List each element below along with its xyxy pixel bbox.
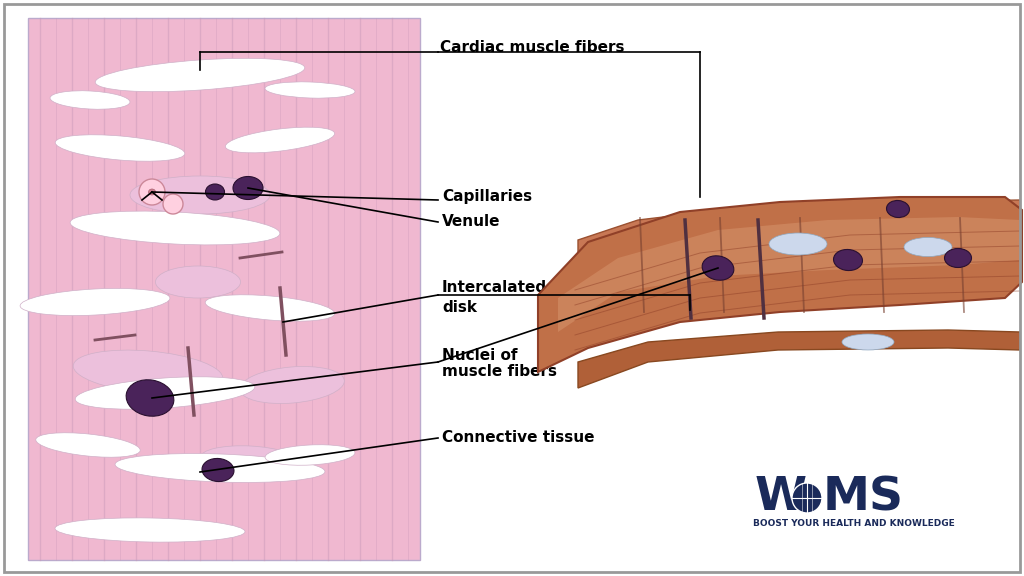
Text: muscle fibers: muscle fibers bbox=[442, 365, 557, 380]
Ellipse shape bbox=[55, 135, 184, 161]
Polygon shape bbox=[578, 200, 1020, 255]
Ellipse shape bbox=[130, 176, 270, 214]
Ellipse shape bbox=[156, 266, 241, 298]
Ellipse shape bbox=[115, 453, 325, 483]
Ellipse shape bbox=[75, 377, 255, 409]
Text: W: W bbox=[755, 476, 807, 521]
Ellipse shape bbox=[50, 91, 130, 109]
Text: Connective tissue: Connective tissue bbox=[442, 430, 595, 445]
Bar bbox=[28, 18, 420, 560]
Text: Venule: Venule bbox=[442, 214, 501, 229]
Text: BOOST YOUR HEALTH AND KNOWLEDGE: BOOST YOUR HEALTH AND KNOWLEDGE bbox=[753, 520, 954, 529]
Circle shape bbox=[139, 179, 165, 205]
Ellipse shape bbox=[206, 184, 224, 200]
Ellipse shape bbox=[233, 176, 263, 199]
Text: Intercalated: Intercalated bbox=[442, 281, 547, 295]
Ellipse shape bbox=[944, 248, 972, 267]
Ellipse shape bbox=[904, 237, 952, 256]
Text: MS: MS bbox=[823, 476, 904, 521]
Ellipse shape bbox=[842, 334, 894, 350]
Circle shape bbox=[163, 194, 183, 214]
Ellipse shape bbox=[202, 458, 233, 482]
Ellipse shape bbox=[769, 233, 827, 255]
Ellipse shape bbox=[200, 446, 300, 474]
Ellipse shape bbox=[887, 200, 909, 218]
Ellipse shape bbox=[126, 380, 174, 416]
Ellipse shape bbox=[205, 295, 335, 321]
Polygon shape bbox=[558, 217, 1020, 332]
Text: Capillaries: Capillaries bbox=[442, 190, 532, 204]
Ellipse shape bbox=[55, 518, 245, 542]
Ellipse shape bbox=[148, 189, 156, 195]
Polygon shape bbox=[578, 330, 1020, 388]
Ellipse shape bbox=[70, 211, 280, 245]
Ellipse shape bbox=[702, 256, 734, 280]
Polygon shape bbox=[538, 197, 1022, 372]
Ellipse shape bbox=[74, 350, 223, 394]
Ellipse shape bbox=[36, 433, 140, 457]
Text: disk: disk bbox=[442, 301, 477, 316]
Ellipse shape bbox=[265, 82, 355, 98]
Text: Nuclei of: Nuclei of bbox=[442, 347, 517, 362]
Ellipse shape bbox=[225, 127, 335, 153]
Ellipse shape bbox=[240, 366, 344, 404]
Text: Cardiac muscle fibers: Cardiac muscle fibers bbox=[440, 40, 625, 55]
Ellipse shape bbox=[20, 289, 170, 316]
Circle shape bbox=[792, 483, 822, 513]
Ellipse shape bbox=[265, 445, 355, 465]
Ellipse shape bbox=[95, 58, 305, 92]
Ellipse shape bbox=[834, 249, 862, 271]
